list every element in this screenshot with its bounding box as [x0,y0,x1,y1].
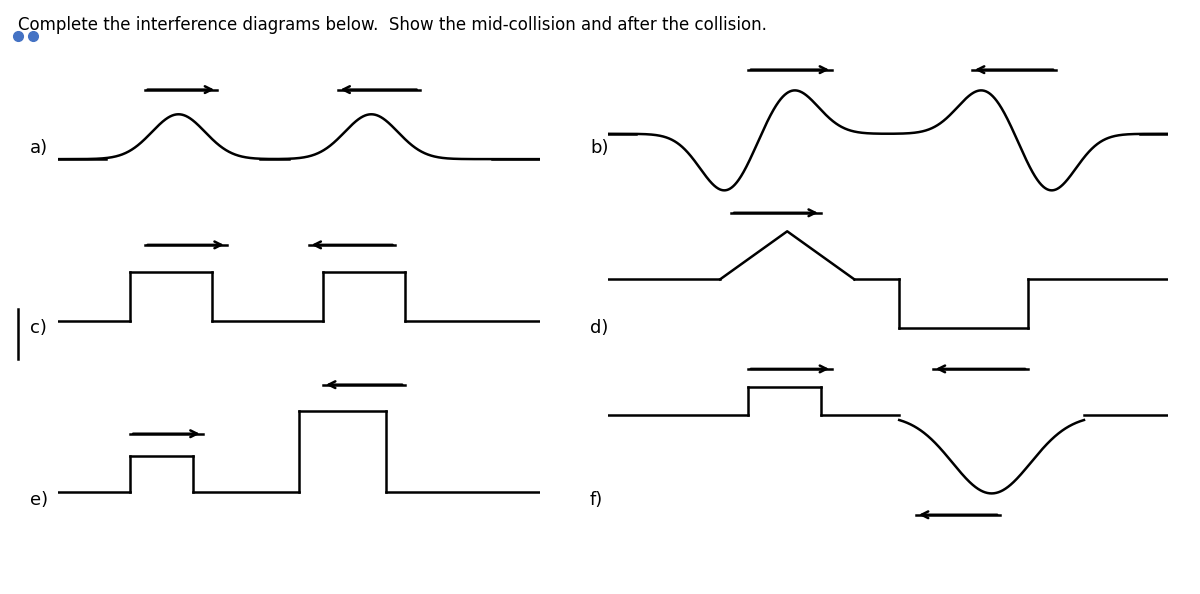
Text: b): b) [590,139,608,157]
Text: d): d) [590,319,608,337]
Text: f): f) [590,491,604,509]
Text: a): a) [30,139,48,157]
Text: Complete the interference diagrams below.  Show the mid-collision and after the : Complete the interference diagrams below… [18,16,767,34]
Text: e): e) [30,491,48,509]
Text: c): c) [30,319,47,337]
